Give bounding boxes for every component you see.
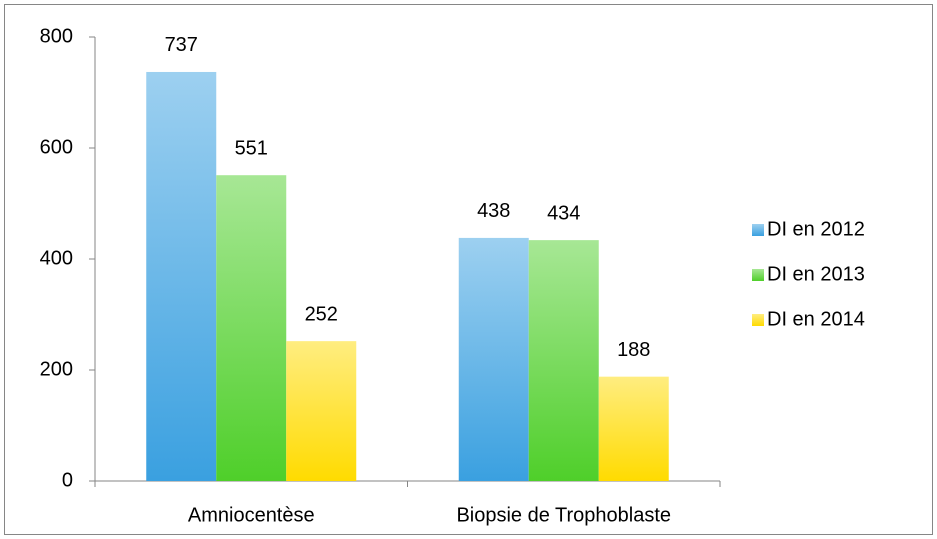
y-tick-label: 600 xyxy=(40,136,73,158)
bar xyxy=(146,71,217,481)
legend-swatch xyxy=(752,224,764,236)
data-label: 438 xyxy=(477,200,510,222)
legend-label: DI en 2014 xyxy=(767,308,865,330)
legend-label: DI en 2012 xyxy=(767,218,865,240)
x-tick-label: Amniocentèse xyxy=(188,504,315,526)
bar xyxy=(216,175,287,481)
y-tick-label: 800 xyxy=(40,25,73,47)
y-tick-label: 400 xyxy=(40,247,73,269)
legend-swatch xyxy=(752,314,764,326)
legend-swatch xyxy=(752,269,764,281)
bar xyxy=(528,240,599,481)
data-label: 737 xyxy=(165,34,198,56)
data-label: 551 xyxy=(235,137,268,159)
y-tick-label: 0 xyxy=(62,469,73,491)
data-label: 188 xyxy=(617,339,650,361)
legend-label: DI en 2013 xyxy=(767,263,865,285)
bar xyxy=(458,237,529,481)
data-label: 434 xyxy=(547,202,580,224)
bar xyxy=(598,376,669,481)
x-tick-label: Biopsie de Trophoblaste xyxy=(456,504,671,526)
y-tick-label: 200 xyxy=(40,358,73,380)
bar xyxy=(286,341,357,481)
data-label: 252 xyxy=(305,303,338,325)
